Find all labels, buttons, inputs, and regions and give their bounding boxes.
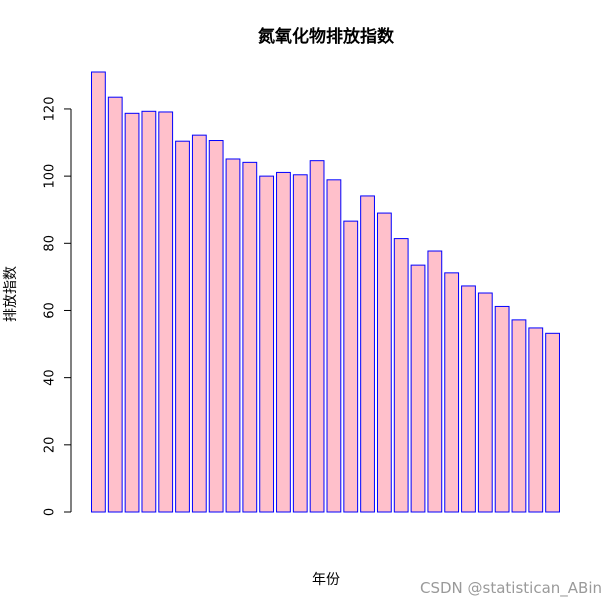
bar [208, 140, 224, 513]
bar [393, 238, 409, 513]
bar [326, 179, 342, 513]
bar [528, 327, 544, 513]
y-tick-label: 0 [43, 508, 58, 516]
watermark: CSDN @statistican_ABin [420, 579, 602, 598]
bar [141, 110, 157, 513]
bar [427, 250, 443, 513]
x-axis-label: 年份 [312, 572, 340, 588]
bar [343, 220, 359, 513]
bars-group [91, 71, 560, 513]
bar [225, 158, 241, 513]
bar [259, 175, 275, 513]
bar [444, 272, 460, 513]
y-tick-label: 20 [43, 437, 58, 454]
y-axis: 0 20 40 60 80 100 120 [43, 97, 72, 516]
y-tick-label: 80 [43, 235, 58, 252]
bar [309, 160, 325, 513]
y-tick-label: 120 [43, 97, 58, 122]
bar [124, 112, 140, 513]
y-tick-label: 60 [43, 302, 58, 319]
bar [276, 171, 291, 513]
chart-title: 氮氧化物排放指数 [258, 26, 395, 47]
bar [376, 212, 392, 513]
bar [191, 134, 207, 513]
bar [494, 305, 510, 513]
bar [477, 292, 493, 513]
bar [545, 332, 560, 513]
bar [461, 285, 476, 513]
bar [292, 174, 308, 513]
bar [511, 319, 527, 513]
bar [158, 111, 174, 513]
bar [360, 195, 375, 513]
y-tick-label: 100 [43, 164, 58, 189]
bar [91, 71, 106, 513]
bar [410, 264, 426, 513]
bar [175, 140, 190, 513]
bar [107, 96, 123, 513]
y-axis-label: 排放指数 [3, 266, 19, 322]
bar [242, 161, 258, 513]
y-tick-label: 40 [43, 369, 58, 386]
